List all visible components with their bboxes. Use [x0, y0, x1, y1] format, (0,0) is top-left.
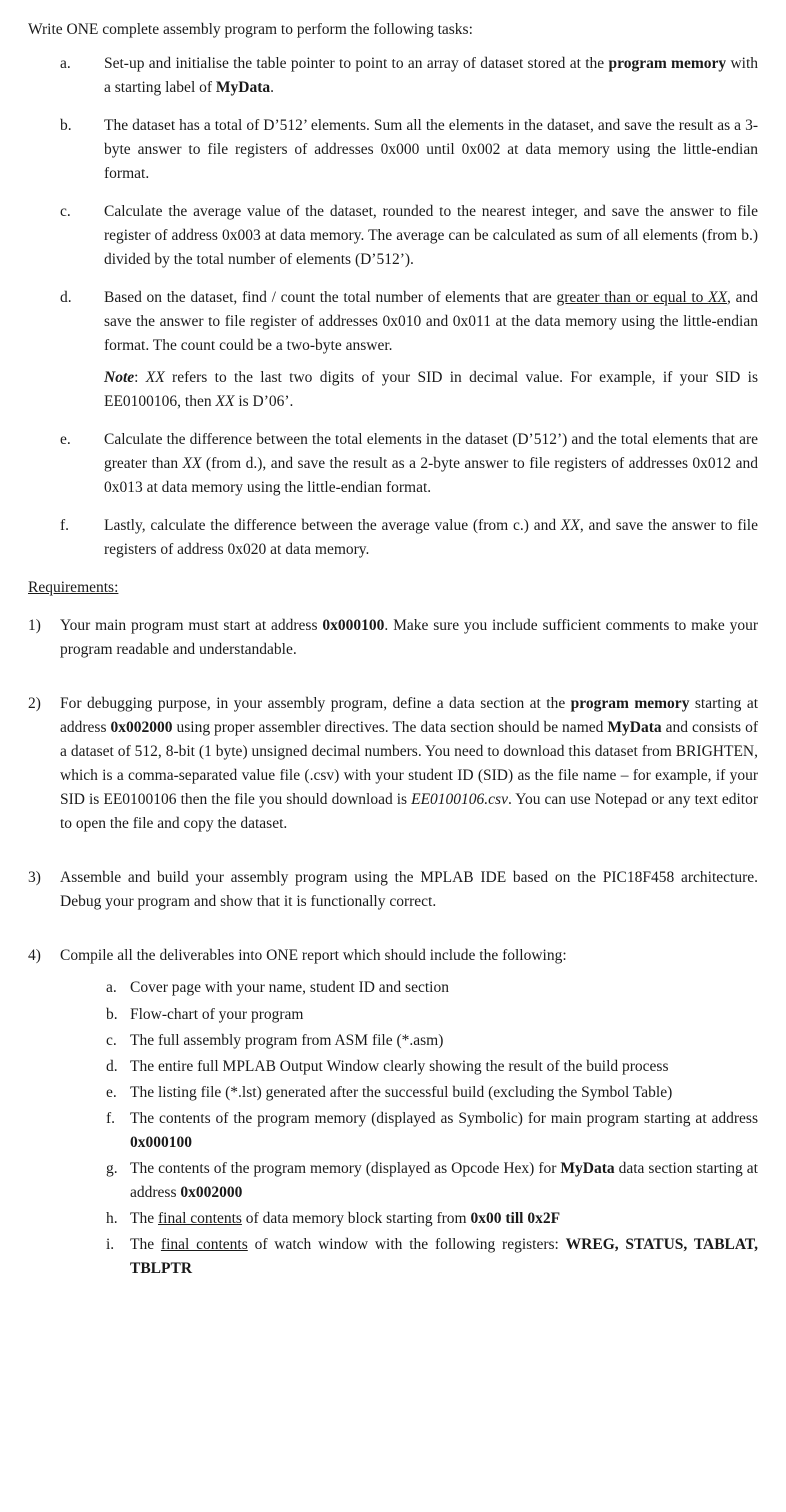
- document-page: Write ONE complete assembly program to p…: [0, 0, 786, 1329]
- task-item: a.Set-up and initialise the table pointe…: [28, 52, 758, 100]
- deliverable-label: h.: [106, 1207, 130, 1231]
- requirement-number: 2): [28, 692, 60, 844]
- deliverable-text: The listing file (*.lst) generated after…: [130, 1081, 758, 1105]
- deliverable-label: a.: [106, 976, 130, 1000]
- task-text: Based on the dataset, find / count the t…: [104, 286, 758, 358]
- deliverable-text: The contents of the program memory (disp…: [130, 1107, 758, 1155]
- task-body: Set-up and initialise the table pointer …: [104, 52, 758, 100]
- requirement-text: For debugging purpose, in your assembly …: [60, 692, 758, 836]
- task-note: Note: XX refers to the last two digits o…: [104, 366, 758, 414]
- deliverable-item: c.The full assembly program from ASM fil…: [106, 1029, 758, 1053]
- deliverable-text: Flow-chart of your program: [130, 1003, 758, 1027]
- task-label: a.: [28, 52, 104, 100]
- deliverable-item: h.The final contents of data memory bloc…: [106, 1207, 758, 1231]
- task-item: b.The dataset has a total of D’512’ elem…: [28, 114, 758, 186]
- deliverable-text: The final contents of watch window with …: [130, 1233, 758, 1281]
- requirement-number: 4): [28, 944, 60, 1282]
- deliverable-list: a.Cover page with your name, student ID …: [60, 976, 758, 1280]
- deliverable-item: f.The contents of the program memory (di…: [106, 1107, 758, 1155]
- requirement-body: Assemble and build your assembly program…: [60, 866, 758, 922]
- deliverable-label: e.: [106, 1081, 130, 1105]
- requirement-body: Your main program must start at address …: [60, 614, 758, 670]
- task-body: Based on the dataset, find / count the t…: [104, 286, 758, 414]
- task-label: f.: [28, 514, 104, 562]
- task-list: a.Set-up and initialise the table pointe…: [28, 52, 758, 562]
- deliverable-label: d.: [106, 1055, 130, 1079]
- task-text: Lastly, calculate the difference between…: [104, 514, 758, 562]
- task-item: e.Calculate the difference between the t…: [28, 428, 758, 500]
- deliverable-label: i.: [106, 1233, 130, 1281]
- deliverable-text: The entire full MPLAB Output Window clea…: [130, 1055, 758, 1079]
- deliverable-item: d.The entire full MPLAB Output Window cl…: [106, 1055, 758, 1079]
- requirement-item: 3)Assemble and build your assembly progr…: [28, 866, 758, 922]
- task-item: f.Lastly, calculate the difference betwe…: [28, 514, 758, 562]
- deliverable-item: a.Cover page with your name, student ID …: [106, 976, 758, 1000]
- deliverable-item: g.The contents of the program memory (di…: [106, 1157, 758, 1205]
- requirement-text: Compile all the deliverables into ONE re…: [60, 944, 758, 968]
- deliverable-item: e.The listing file (*.lst) generated aft…: [106, 1081, 758, 1105]
- deliverable-label: g.: [106, 1157, 130, 1205]
- deliverable-label: c.: [106, 1029, 130, 1053]
- requirement-body: Compile all the deliverables into ONE re…: [60, 944, 758, 1282]
- task-body: The dataset has a total of D’512’ elemen…: [104, 114, 758, 186]
- requirement-number: 3): [28, 866, 60, 922]
- task-label: c.: [28, 200, 104, 272]
- deliverable-text: The final contents of data memory block …: [130, 1207, 758, 1231]
- deliverable-item: b.Flow-chart of your program: [106, 1003, 758, 1027]
- deliverable-label: f.: [106, 1107, 130, 1155]
- task-body: Lastly, calculate the difference between…: [104, 514, 758, 562]
- requirement-body: For debugging purpose, in your assembly …: [60, 692, 758, 844]
- deliverable-text: The contents of the program memory (disp…: [130, 1157, 758, 1205]
- deliverable-label: b.: [106, 1003, 130, 1027]
- requirements-list: 1)Your main program must start at addres…: [28, 614, 758, 1282]
- task-text: Calculate the difference between the tot…: [104, 428, 758, 500]
- task-item: d.Based on the dataset, find / count the…: [28, 286, 758, 414]
- deliverable-text: Cover page with your name, student ID an…: [130, 976, 758, 1000]
- task-item: c.Calculate the average value of the dat…: [28, 200, 758, 272]
- task-text: The dataset has a total of D’512’ elemen…: [104, 114, 758, 186]
- requirement-text: Your main program must start at address …: [60, 614, 758, 662]
- task-label: d.: [28, 286, 104, 414]
- deliverable-item: i.The final contents of watch window wit…: [106, 1233, 758, 1281]
- task-label: e.: [28, 428, 104, 500]
- task-text: Calculate the average value of the datas…: [104, 200, 758, 272]
- intro-text: Write ONE complete assembly program to p…: [28, 18, 758, 42]
- requirement-item: 2)For debugging purpose, in your assembl…: [28, 692, 758, 844]
- requirement-item: 1)Your main program must start at addres…: [28, 614, 758, 670]
- requirements-heading: Requirements:: [28, 576, 758, 600]
- task-label: b.: [28, 114, 104, 186]
- deliverable-text: The full assembly program from ASM file …: [130, 1029, 758, 1053]
- requirement-text: Assemble and build your assembly program…: [60, 866, 758, 914]
- task-body: Calculate the difference between the tot…: [104, 428, 758, 500]
- task-text: Set-up and initialise the table pointer …: [104, 52, 758, 100]
- task-body: Calculate the average value of the datas…: [104, 200, 758, 272]
- requirement-number: 1): [28, 614, 60, 670]
- requirement-item: 4)Compile all the deliverables into ONE …: [28, 944, 758, 1282]
